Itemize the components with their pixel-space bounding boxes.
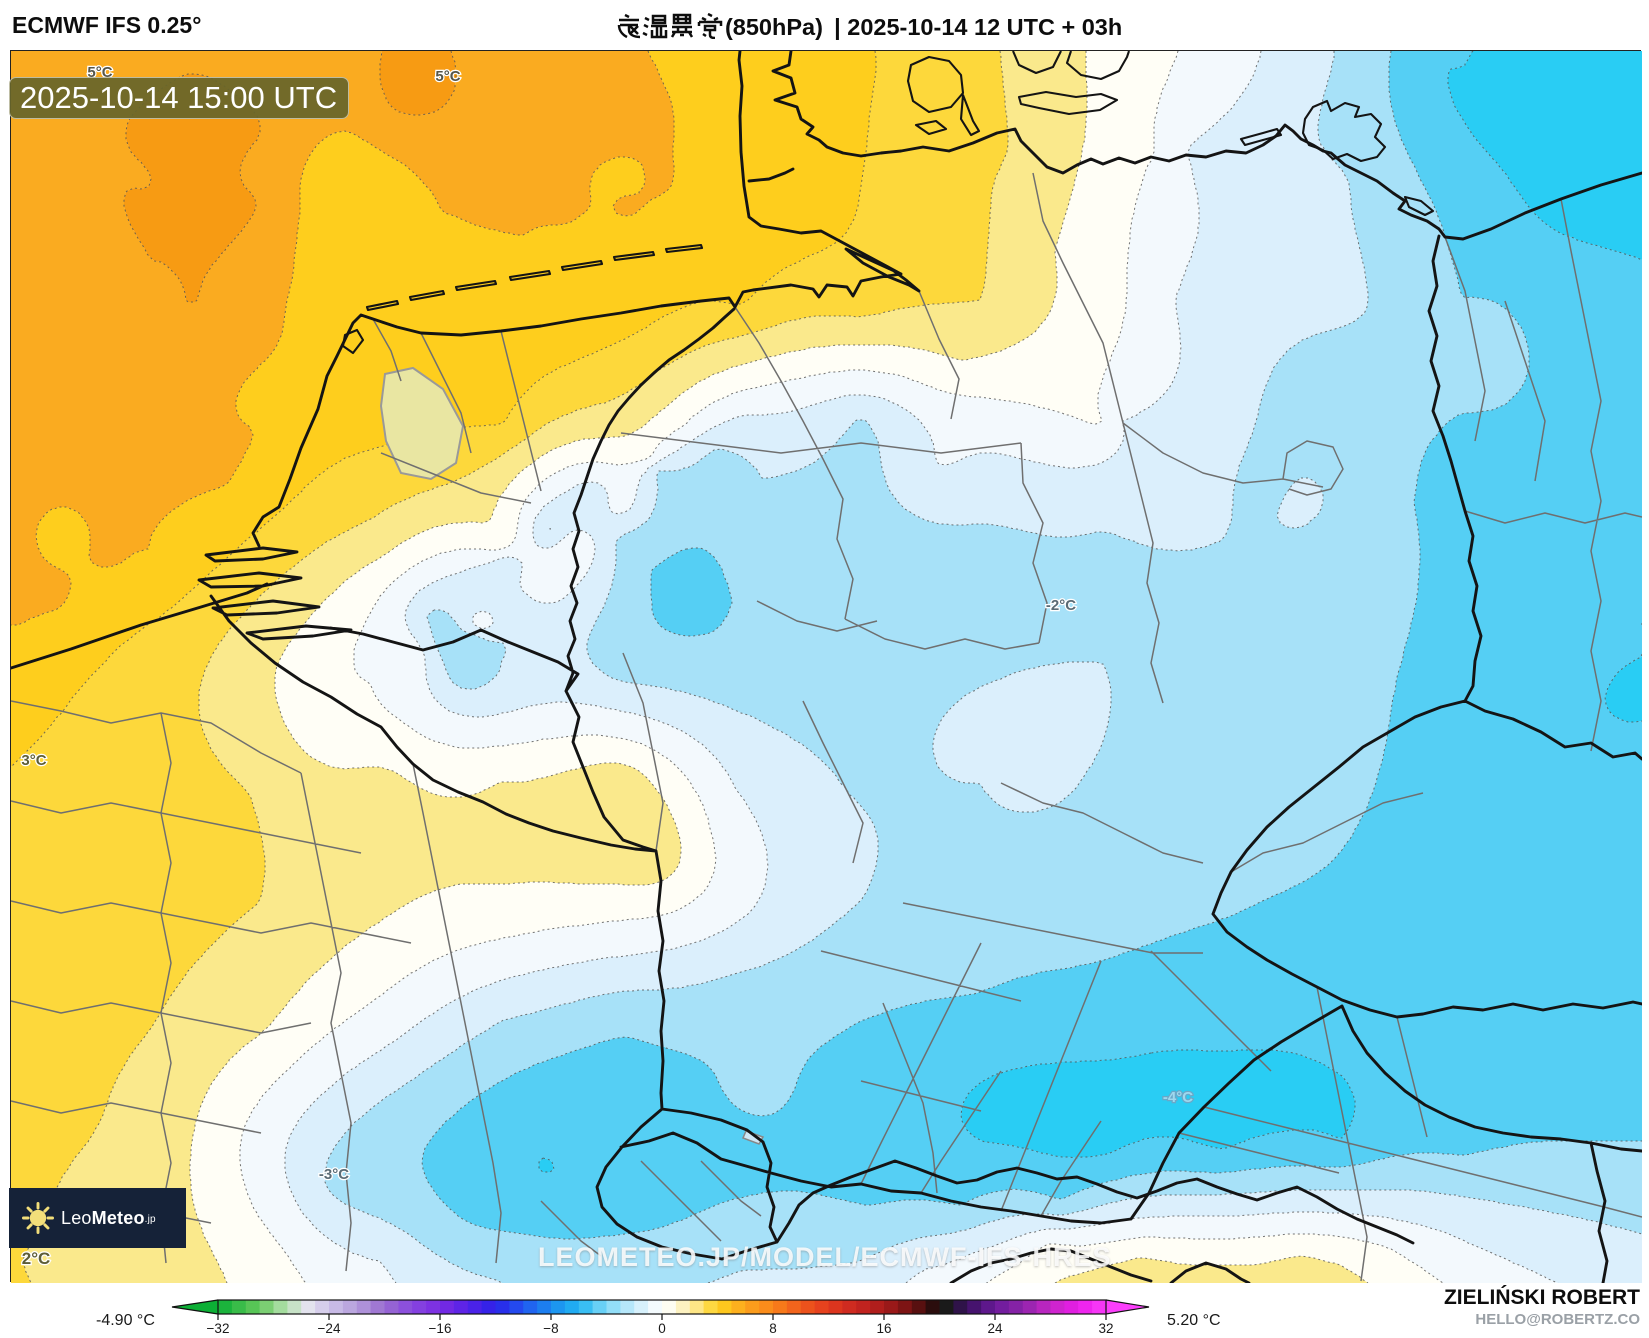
svg-text:24: 24 (987, 1321, 1003, 1336)
svg-text:5°C: 5°C (435, 68, 460, 85)
svg-text:−16: −16 (429, 1321, 452, 1336)
svg-text:2°C: 2°C (22, 1249, 51, 1268)
svg-text:8: 8 (769, 1321, 777, 1336)
svg-text:-3°C: -3°C (319, 1166, 349, 1183)
svg-text:−8: −8 (543, 1321, 558, 1336)
svg-text:0: 0 (658, 1321, 666, 1336)
svg-text:-2°C: -2°C (1046, 597, 1076, 614)
svg-text:16: 16 (876, 1321, 891, 1336)
svg-text:−24: −24 (318, 1321, 341, 1336)
svg-text:-4°C: -4°C (1163, 1089, 1193, 1106)
svg-text:3°C: 3°C (21, 752, 46, 769)
svg-text:32: 32 (1098, 1321, 1113, 1336)
svg-text:−32: −32 (207, 1321, 230, 1336)
